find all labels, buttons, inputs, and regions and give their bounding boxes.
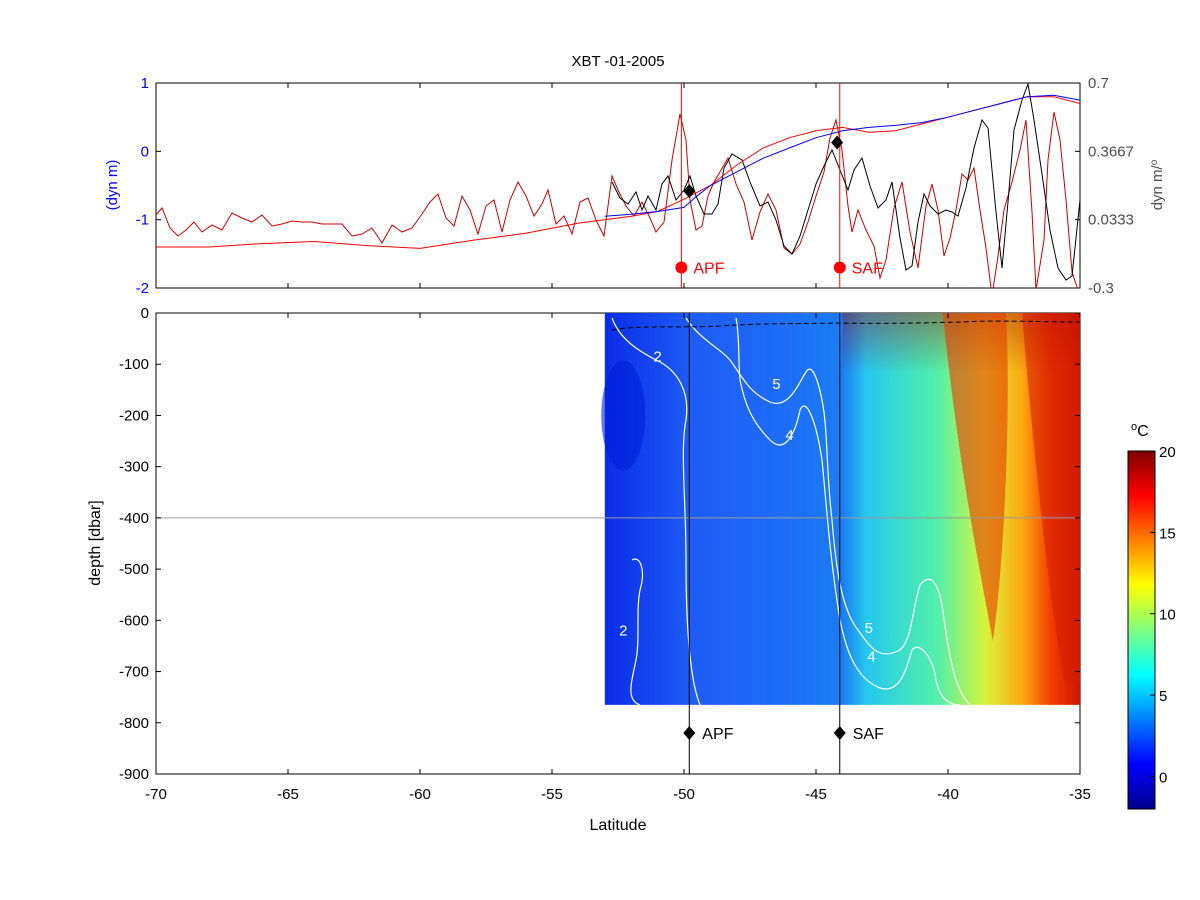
contour-label-2: 4 xyxy=(785,427,793,444)
top-left-y-ticks: 1 0 -1 -2 xyxy=(136,75,161,297)
top-left-tick-label: 1 xyxy=(141,75,149,92)
bottom-y-label: depth [dbar] xyxy=(87,500,104,585)
top-left-tick-label: 0 xyxy=(141,143,149,160)
colorbar-tick-label: 15 xyxy=(1159,525,1176,542)
top-right-tick-label: -0.3 xyxy=(1088,280,1114,297)
slope-curve-black xyxy=(611,83,1080,281)
contour-label-1: 5 xyxy=(772,376,780,393)
bottom-x-tick-label: -55 xyxy=(541,786,563,803)
colorbar-ticks: 20 15 10 5 0 xyxy=(1150,444,1176,786)
bottom-front-marker-saf xyxy=(833,726,846,741)
section-cold-core xyxy=(601,360,646,471)
bottom-x-ticks: -70 -65 -60 -55 -50 -45 -40 -35 xyxy=(145,313,1091,803)
colorbar-tick-label: 5 xyxy=(1159,688,1167,705)
contour-label-5: 4 xyxy=(867,648,875,665)
bottom-y-tick-label: -900 xyxy=(119,766,149,783)
contour-label-4: 5 xyxy=(865,620,873,637)
top-right-y-label: dyn m/o xyxy=(1149,159,1167,210)
section-warm-tongue-2 xyxy=(1021,313,1080,682)
contour-label-0: 2 xyxy=(653,349,661,366)
colorbar-tick-label: 10 xyxy=(1159,607,1176,624)
top-chart-title: XBT -01-2005 xyxy=(571,53,664,70)
bottom-front-marker-apf xyxy=(683,726,696,741)
colorbar: 20 15 10 5 0 oC xyxy=(1127,421,1176,810)
bottom-y-tick-label: -100 xyxy=(119,356,149,373)
contour-line-5 xyxy=(685,317,971,706)
bottom-panel: 2 5 4 2 5 4 APF SAF -70 -65 -60 -55 -50 -45 -40 -35 0… xyxy=(87,305,1091,834)
bottom-y-tick-label: -700 xyxy=(119,664,149,681)
contour-labels: 2 5 4 2 5 4 xyxy=(619,349,876,666)
bottom-front-layer: APF SAF xyxy=(683,313,884,774)
bottom-x-label: Latitude xyxy=(590,817,647,834)
top-front-marker-apf xyxy=(675,261,688,274)
top-left-tick-label: -2 xyxy=(136,280,149,297)
top-left-y-label: (dyn m) xyxy=(104,160,121,211)
top-left-tick-label: -1 xyxy=(136,212,149,229)
bottom-x-tick-label: -60 xyxy=(409,786,431,803)
bottom-x-tick-label: -70 xyxy=(145,786,167,803)
contour-line-4 xyxy=(735,317,961,706)
top-diamond-marker-1 xyxy=(831,135,844,150)
slope-curve-red xyxy=(156,111,1078,288)
bottom-y-tick-label: -800 xyxy=(119,715,149,732)
bottom-front-label-saf: SAF xyxy=(853,726,884,743)
top-x-ticks xyxy=(155,83,1081,288)
top-plot-area xyxy=(155,82,1081,289)
colorbar-tick-label: 0 xyxy=(1159,769,1167,786)
bottom-y-tick-label: -500 xyxy=(119,561,149,578)
contour-line-2 xyxy=(611,317,701,706)
top-front-label-saf: SAF xyxy=(852,261,883,278)
top-right-tick-label: 0.7 xyxy=(1088,75,1109,92)
bottom-y-tick-label: -600 xyxy=(119,612,149,629)
top-right-y-ticks: 0.7 0.3667 0.0333 -0.3 xyxy=(1075,75,1134,297)
bottom-y-tick-label: -300 xyxy=(119,459,149,476)
top-front-layer: APF SAF xyxy=(675,83,883,288)
colorbar-tick-label: 20 xyxy=(1159,444,1176,461)
top-front-label-apf: APF xyxy=(693,261,724,278)
colorbar-unit: oC xyxy=(1131,421,1149,440)
dyn-height-blue xyxy=(604,94,1080,217)
top-diamond-marker-0 xyxy=(683,183,696,198)
bottom-x-tick-label: -50 xyxy=(673,786,695,803)
bottom-y-tick-label: 0 xyxy=(141,305,149,322)
bottom-x-tick-label: -35 xyxy=(1069,786,1091,803)
top-right-tick-label: 0.0333 xyxy=(1088,212,1134,229)
bottom-front-label-apf: APF xyxy=(702,726,733,743)
bottom-y-tick-label: -400 xyxy=(119,510,149,527)
bottom-x-tick-label: -65 xyxy=(277,786,299,803)
top-panel: XBT -01-2005 10-1-2 0.70.36670.0333-0.3 … xyxy=(104,53,1166,297)
top-front-marker-saf xyxy=(833,261,846,274)
contour-label-3: 2 xyxy=(619,623,627,640)
bottom-y-ticks: 0 -100 -200 -300 -400 -500 -600 -700 -800 -900 xyxy=(119,305,1080,783)
colorbar-ramp xyxy=(1127,450,1156,810)
temperature-section xyxy=(601,313,1080,705)
section-warm-tongue-1 xyxy=(942,313,1008,641)
top-series-layer xyxy=(156,83,1080,288)
bottom-y-tick-label: -200 xyxy=(119,407,149,424)
top-right-tick-label: 0.3667 xyxy=(1088,143,1134,160)
bottom-x-tick-label: -40 xyxy=(937,786,959,803)
bottom-x-tick-label: -45 xyxy=(805,786,827,803)
